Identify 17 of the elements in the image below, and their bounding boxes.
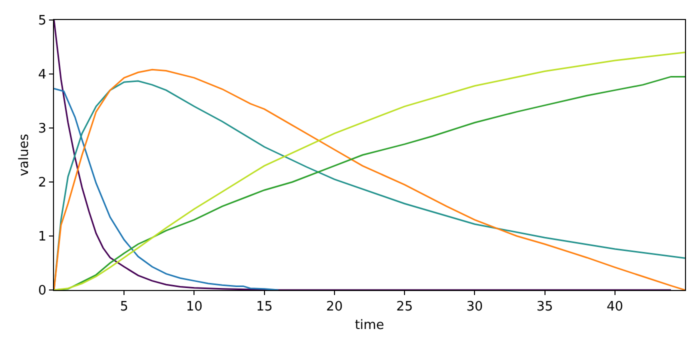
y-tick-label: 5	[38, 14, 46, 29]
x-tick-label: 5	[120, 300, 128, 315]
x-tick-label: 40	[606, 300, 624, 315]
x-tick-label: 30	[466, 300, 483, 315]
x-tick-label: 15	[256, 300, 273, 315]
x-tick-label: 25	[396, 300, 413, 315]
y-tick-label: 2	[38, 176, 46, 191]
x-tick-label: 10	[186, 300, 202, 315]
y-tick-label: 1	[38, 230, 46, 245]
line-series	[54, 88, 280, 290]
y-tick-label: 0	[38, 284, 46, 299]
x-tick-label: 35	[536, 300, 554, 315]
x-tick-label: 20	[326, 300, 343, 315]
x-axis-title: time	[354, 318, 384, 334]
y-tick-label: 4	[38, 68, 46, 83]
y-tick-label: 3	[38, 122, 46, 137]
y-axis-title: values	[17, 134, 32, 176]
